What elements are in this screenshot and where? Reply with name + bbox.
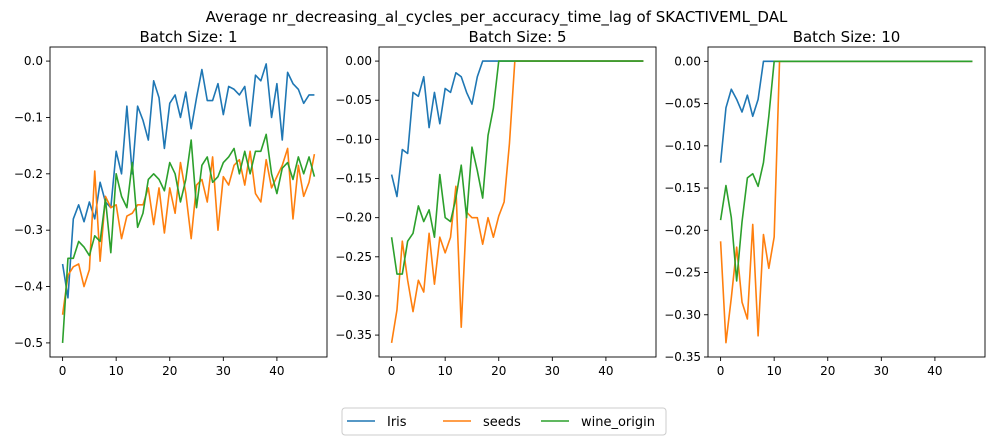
x-tick-label: 0 (717, 364, 725, 378)
axes-frame (707, 46, 986, 358)
series-line-wine-origin (61, 133, 316, 343)
y-tick-label: 0.00 (345, 54, 372, 68)
y-tick-label: −0.20 (335, 211, 372, 225)
legend-frame (341, 407, 667, 436)
y-tick-label: −0.4 (14, 280, 43, 294)
x-tick-label: 10 (438, 364, 453, 378)
x-tick-label: 20 (162, 364, 177, 378)
series-line-iris (390, 60, 644, 198)
x-tick-label: 40 (598, 364, 613, 378)
subplot-title: Batch Size: 5 (468, 28, 566, 46)
x-tick-label: 30 (874, 364, 889, 378)
y-tick-label: −0.10 (664, 139, 701, 153)
y-tick-label: −0.2 (14, 167, 43, 181)
y-tick-label: −0.30 (664, 308, 701, 322)
series-line-seeds (719, 60, 973, 344)
x-tick-label: 40 (269, 364, 284, 378)
y-tick-label: −0.35 (335, 328, 372, 342)
y-tick-label: −0.15 (335, 172, 372, 186)
y-tick-label: −0.20 (664, 223, 701, 237)
y-tick-label: 0.0 (24, 54, 43, 68)
x-tick-label: 20 (491, 364, 506, 378)
x-tick-label: 30 (545, 364, 560, 378)
y-tick-label: −0.25 (335, 250, 372, 264)
y-tick-label: −0.3 (14, 223, 43, 237)
x-tick-label: 20 (820, 364, 835, 378)
axes-frame (378, 46, 657, 358)
series-line-wine-origin (390, 60, 644, 275)
y-tick-label: −0.05 (664, 97, 701, 111)
y-tick-label: −0.1 (14, 110, 43, 124)
y-tick-label: −0.25 (664, 266, 701, 280)
x-tick-label: 10 (767, 364, 782, 378)
series-line-seeds (61, 147, 316, 315)
x-tick-label: 30 (216, 364, 231, 378)
y-tick-label: −0.5 (14, 336, 43, 350)
y-tick-label: −0.35 (664, 350, 701, 364)
x-tick-label: 10 (109, 364, 124, 378)
legend-label-wine-origin: wine_origin (581, 415, 655, 430)
subplot-title: Batch Size: 10 (793, 28, 901, 46)
x-tick-label: 0 (59, 364, 67, 378)
y-tick-label: 0.00 (674, 54, 701, 68)
subplot-title: Batch Size: 1 (139, 28, 237, 46)
x-tick-label: 40 (927, 364, 942, 378)
subplot-2: Batch Size: 5 0 10 20 30 40 −0.35 −0.30 −0.25 −0.… (335, 28, 657, 378)
axes-layer: Batch Size: 10 10 20 30 40−0.5−0.4−0.3−0.2−0… (14, 28, 986, 378)
x-tick-label: 0 (388, 364, 396, 378)
subplot-1: Batch Size: 1 0 10 20 30 40 −0.5 −0.4 −0.3 −0.2 −0… (14, 28, 328, 378)
legend-label-iris: Iris (387, 415, 407, 430)
series-line-wine-origin (719, 60, 973, 282)
y-tick-label: −0.30 (335, 289, 372, 303)
y-tick-label: −0.05 (335, 93, 372, 107)
legend: Iris seeds wine_origin (341, 407, 667, 436)
subplot-3: Batch Size: 10 0 10 20 30 40 −0.35 −0.30 −0.25 −0… (664, 28, 986, 378)
legend-label-seeds: seeds (483, 415, 521, 430)
y-tick-label: −0.10 (335, 132, 372, 146)
figure-suptitle: Average nr_decreasing_al_cycles_per_accu… (206, 8, 788, 27)
series-line-iris (719, 60, 973, 163)
axes-frame (49, 46, 328, 358)
series-line-seeds (390, 60, 644, 344)
y-tick-label: −0.15 (664, 181, 701, 195)
series-line-iris (61, 63, 315, 299)
